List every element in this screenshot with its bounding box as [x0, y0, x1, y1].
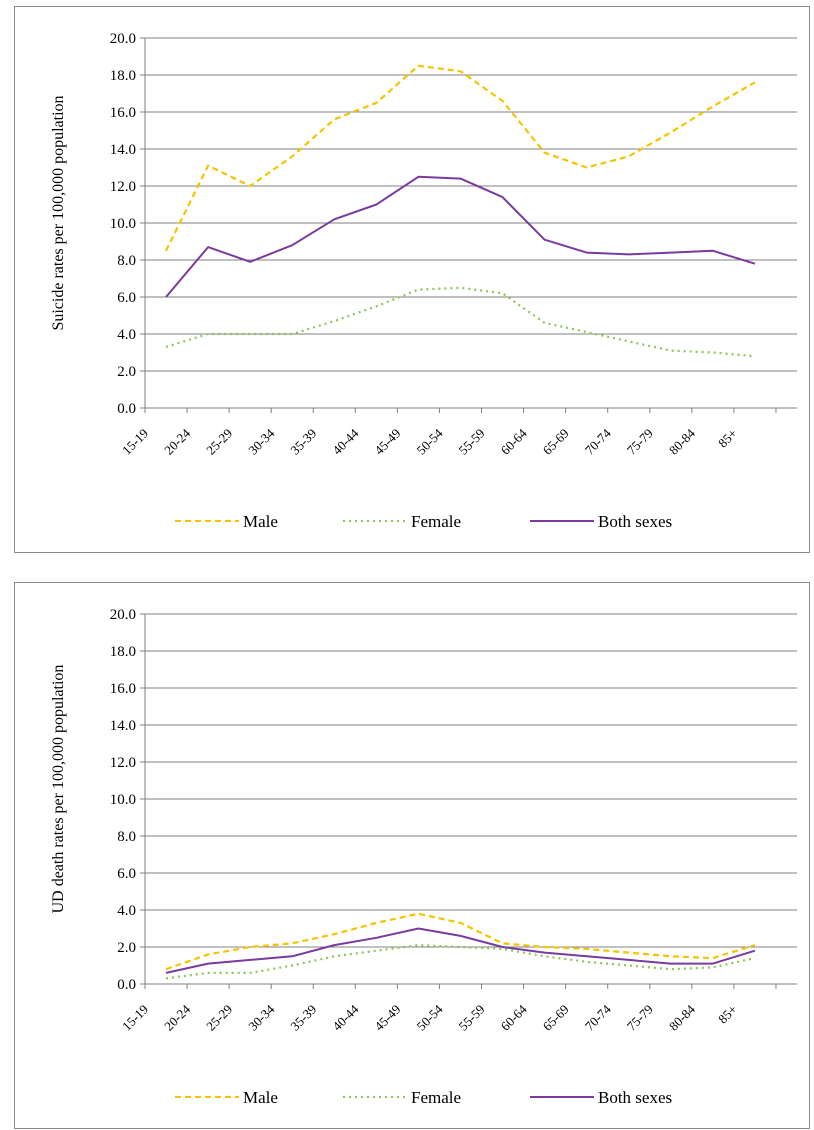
- series-line-both-sexes: [165, 927, 756, 974]
- y-tick-label: 14.0: [110, 718, 136, 734]
- x-tick-label: 35-39: [287, 426, 319, 458]
- y-tick-label: 20.0: [110, 31, 136, 47]
- suicide-rates-chart-panel: 0.0 2.0 4.0 6.0 8.0 10.0 12.0 14.0 16.0 18.0 20.0 1…: [14, 6, 810, 553]
- legend-entry: Male: [243, 1088, 278, 1107]
- y-tick-label: 20.0: [110, 607, 136, 623]
- x-tick-label: 75-79: [624, 426, 656, 458]
- legend-entry: Female: [411, 1088, 461, 1107]
- legend-entry: Both sexes: [598, 512, 672, 531]
- y-tick-label: 10.0: [110, 216, 136, 232]
- y-tick-label: 8.0: [117, 829, 136, 845]
- series-line-male: [165, 64, 756, 252]
- y-tick-label: 6.0: [117, 290, 136, 306]
- y-tick-label: 0.0: [117, 977, 136, 993]
- y-tick-label: 12.0: [110, 179, 136, 195]
- x-tick-label: 75-79: [624, 1002, 656, 1034]
- legend: Male Female Both sexes: [175, 1088, 672, 1107]
- gridlines: [140, 37, 797, 409]
- suicide-rates-chart: 0.0 2.0 4.0 6.0 8.0 10.0 12.0 14.0 16.0 18.0 20.0 1…: [50, 31, 797, 531]
- x-tick-label: 80-84: [666, 425, 698, 457]
- x-tick-label: 15-19: [119, 1002, 151, 1034]
- x-tick-label: 65-69: [540, 426, 572, 458]
- x-tick-label: 85+: [715, 1002, 740, 1027]
- ud-death-rates-chart: 0.0 2.0 4.0 6.0 8.0 10.0 12.0 14.0 16.0 18.0 20.0 1…: [50, 607, 797, 1107]
- y-tick-label: 14.0: [110, 142, 136, 158]
- legend-entry: Male: [243, 512, 278, 531]
- legend: Male Female Both sexes: [175, 512, 672, 531]
- legend-entry: Both sexes: [598, 1088, 672, 1107]
- x-tick-label: 20-24: [161, 1001, 193, 1033]
- x-tick-label: 55-59: [456, 426, 488, 458]
- x-tick-label: 85+: [715, 426, 740, 451]
- x-tick-label: 30-34: [245, 1001, 277, 1033]
- y-axis-label: Suicide rates per 100,000 population: [50, 95, 67, 330]
- y-tick-label: 18.0: [110, 644, 136, 660]
- x-tick-label: 15-19: [119, 426, 151, 458]
- series-line-female: [165, 944, 756, 980]
- y-tick-label: 4.0: [117, 903, 136, 919]
- x-tick-label: 35-39: [287, 1002, 319, 1034]
- x-tick-label: 65-69: [540, 1002, 572, 1034]
- y-tick-label: 8.0: [117, 253, 136, 269]
- series-line-male: [165, 912, 756, 971]
- y-tick-label: 18.0: [110, 68, 136, 84]
- x-tick-label: 40-44: [329, 425, 361, 457]
- x-tick-label: 45-49: [371, 1002, 403, 1034]
- y-tick-label: 2.0: [117, 364, 136, 380]
- x-tick-label: 30-34: [245, 425, 277, 457]
- series-line-both-sexes: [165, 175, 756, 298]
- x-tick-label: 50-54: [414, 425, 446, 457]
- x-tick-label: 60-64: [498, 1001, 530, 1033]
- x-tick-label: 25-29: [203, 1002, 235, 1034]
- x-tick-label: 80-84: [666, 1001, 698, 1033]
- x-tick-label: 20-24: [161, 425, 193, 457]
- x-tick-label: 70-74: [582, 1001, 614, 1033]
- y-tick-label: 4.0: [117, 327, 136, 343]
- x-tick-label: 45-49: [371, 426, 403, 458]
- y-tick-label: 10.0: [110, 792, 136, 808]
- legend-entry: Female: [411, 512, 461, 531]
- y-tick-label: 16.0: [110, 105, 136, 121]
- x-tick-label: 50-54: [414, 1001, 446, 1033]
- y-tick-label: 0.0: [117, 401, 136, 417]
- y-tick-label: 2.0: [117, 940, 136, 956]
- y-tick-label: 6.0: [117, 866, 136, 882]
- y-axis-label: UD death rates per 100,000 population: [50, 665, 67, 914]
- y-tick-label: 12.0: [110, 755, 136, 771]
- gridlines: [140, 613, 797, 985]
- ud-death-rates-chart-panel: 0.0 2.0 4.0 6.0 8.0 10.0 12.0 14.0 16.0 18.0 20.0 1…: [14, 582, 810, 1129]
- x-tick-label: 40-44: [329, 1001, 361, 1033]
- y-tick-label: 16.0: [110, 681, 136, 697]
- x-tick-label: 55-59: [456, 1002, 488, 1034]
- x-tick-label: 60-64: [498, 425, 530, 457]
- x-tick-label: 70-74: [582, 425, 614, 457]
- series-line-female: [165, 286, 755, 358]
- x-tick-label: 25-29: [203, 426, 235, 458]
